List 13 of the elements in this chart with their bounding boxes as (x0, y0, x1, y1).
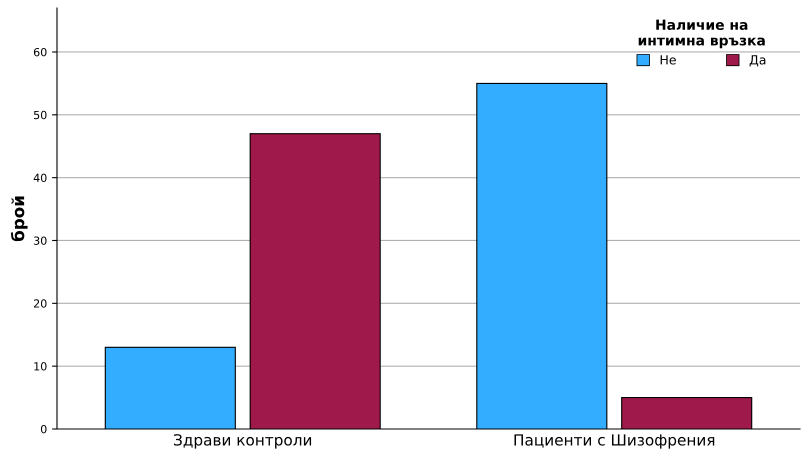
x-tick-label: Пациенти с Шизофрения (514, 434, 714, 449)
legend-label: Да (750, 55, 766, 66)
legend-label: Не (660, 55, 676, 65)
y-tick-label: 60 (34, 48, 47, 56)
y-tick-label: 50 (34, 110, 47, 120)
legend-title: Наличие на интимна връзка (638, 20, 765, 48)
y-tick-label: 0 (40, 424, 47, 434)
x-tick-label: Здрави контроли (174, 434, 312, 449)
y-tick-label: 40 (34, 174, 47, 182)
y-tick-label: 20 (34, 299, 47, 308)
y-axis-title: брой (10, 196, 28, 242)
y-tick-label: 30 (34, 236, 47, 245)
y-tick-label: 10 (34, 362, 47, 371)
